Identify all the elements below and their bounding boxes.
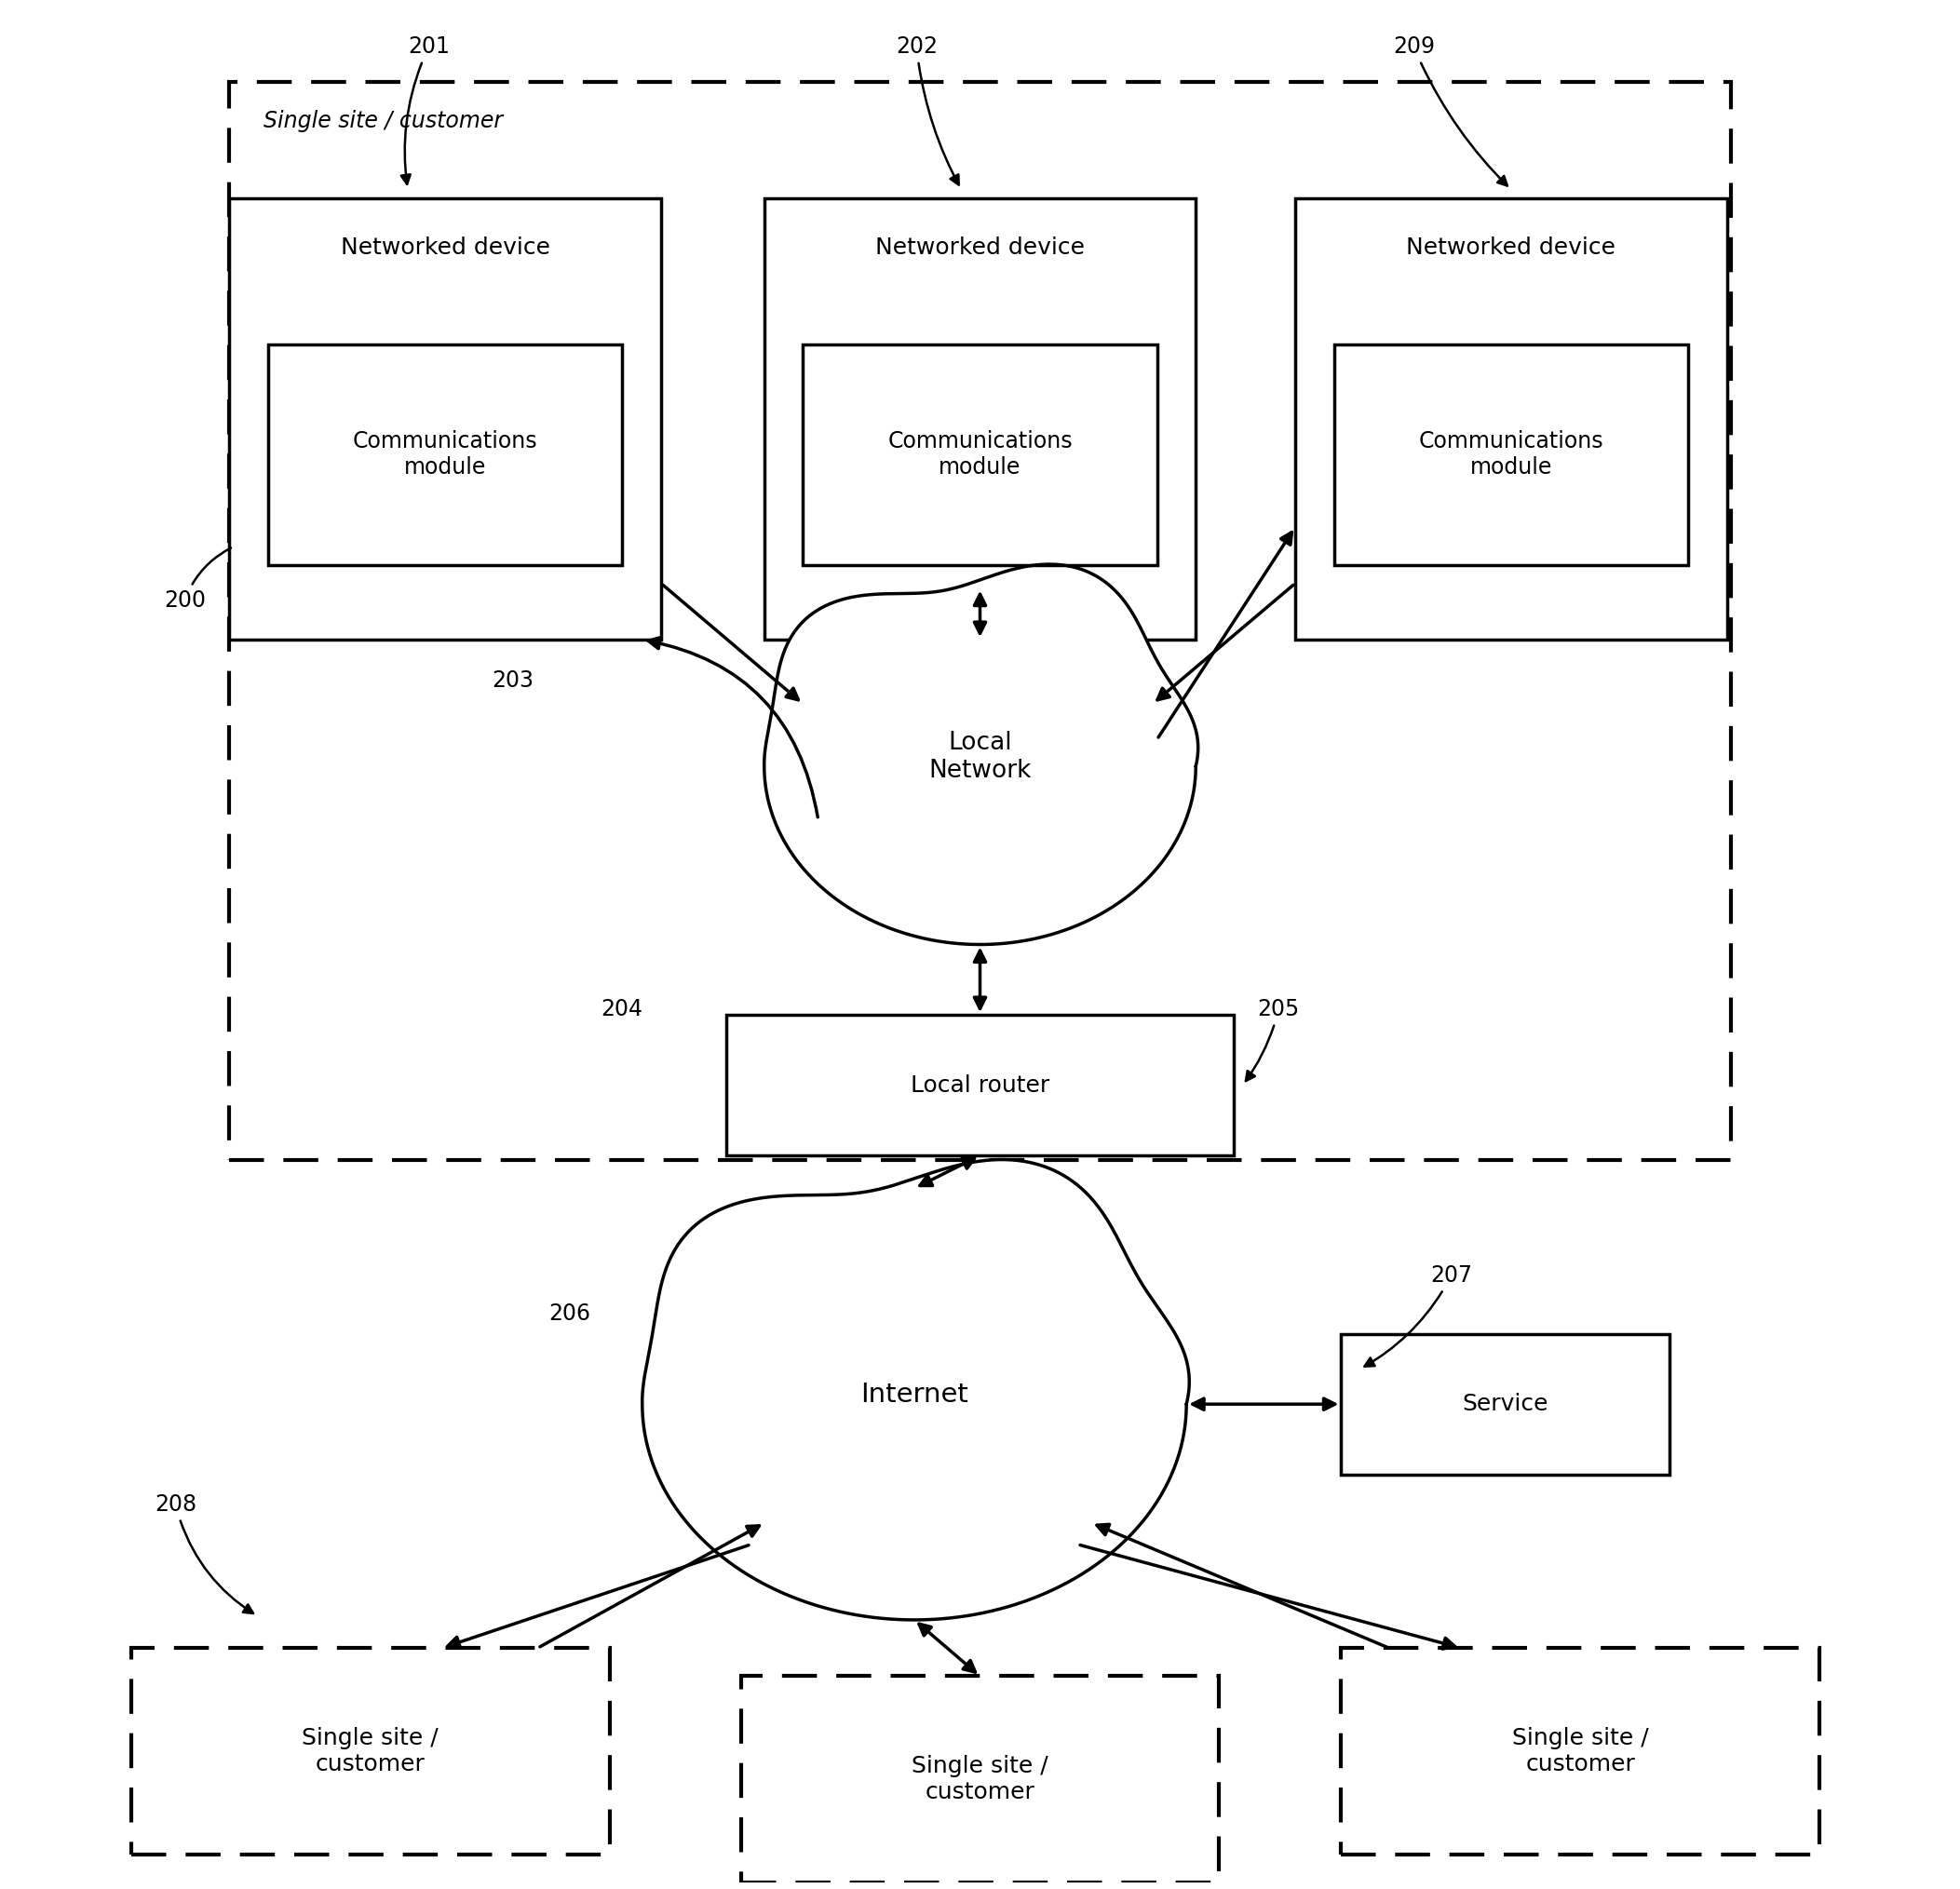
Text: Service: Service bbox=[1462, 1392, 1548, 1415]
Text: 200: 200 bbox=[165, 548, 231, 612]
Bar bbox=[1335, 344, 1688, 565]
Text: 208: 208 bbox=[155, 1494, 253, 1613]
Polygon shape bbox=[764, 565, 1198, 944]
Text: Communications
module: Communications module bbox=[888, 431, 1072, 478]
Text: Networked device: Networked device bbox=[1405, 236, 1615, 259]
Bar bbox=[131, 1647, 610, 1855]
Bar bbox=[741, 1676, 1219, 1883]
Bar bbox=[229, 198, 661, 640]
Text: 207: 207 bbox=[1364, 1264, 1472, 1366]
Text: 206: 206 bbox=[549, 1302, 590, 1324]
Bar bbox=[804, 344, 1156, 565]
Text: Communications
module: Communications module bbox=[353, 431, 537, 478]
Bar bbox=[1341, 1647, 1819, 1855]
Bar bbox=[764, 198, 1196, 640]
Bar bbox=[1341, 1334, 1670, 1475]
Text: Communications
module: Communications module bbox=[1419, 431, 1603, 478]
Bar bbox=[1296, 198, 1727, 640]
Polygon shape bbox=[643, 1160, 1190, 1621]
Text: 203: 203 bbox=[492, 671, 533, 691]
Text: Single site /
customer: Single site / customer bbox=[1513, 1727, 1648, 1776]
Text: 209: 209 bbox=[1394, 36, 1507, 185]
Text: Single site /
customer: Single site / customer bbox=[302, 1727, 439, 1776]
Bar bbox=[229, 81, 1731, 1160]
Bar bbox=[727, 1014, 1233, 1156]
Text: Local
Network: Local Network bbox=[929, 731, 1031, 782]
Text: 205: 205 bbox=[1247, 997, 1299, 1081]
Text: 204: 204 bbox=[602, 997, 643, 1020]
Text: Networked device: Networked device bbox=[876, 236, 1084, 259]
Text: 201: 201 bbox=[402, 36, 449, 185]
Text: Local router: Local router bbox=[911, 1075, 1049, 1096]
Text: Single site /
customer: Single site / customer bbox=[911, 1755, 1049, 1804]
Text: Internet: Internet bbox=[860, 1381, 968, 1407]
Bar bbox=[269, 344, 621, 565]
Text: 202: 202 bbox=[896, 36, 958, 185]
Text: Single site / customer: Single site / customer bbox=[263, 110, 502, 132]
Text: Networked device: Networked device bbox=[341, 236, 551, 259]
